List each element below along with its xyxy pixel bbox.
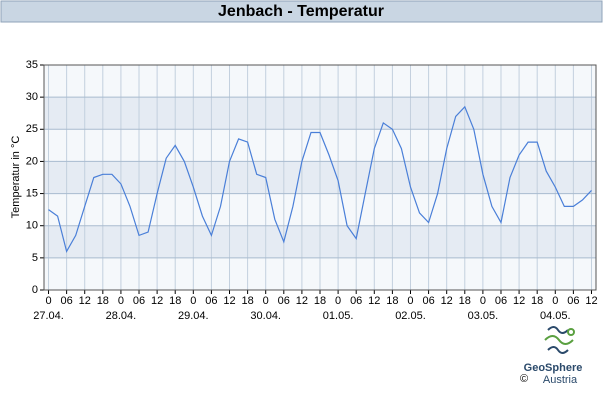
- x-tick-label: 0: [263, 295, 269, 307]
- date-label: 28.04.: [106, 310, 137, 322]
- x-tick-label: 18: [241, 295, 253, 307]
- x-tick-label: 18: [459, 295, 471, 307]
- x-tick-label: 12: [441, 295, 453, 307]
- temperature-line: [48, 105, 592, 253]
- x-tick-label: 0: [190, 295, 196, 307]
- date-label: 29.04.: [178, 310, 209, 322]
- x-tick-label: 06: [422, 295, 434, 307]
- x-tick-label: 06: [495, 295, 507, 307]
- x-tick-label: 12: [368, 295, 380, 307]
- title-bar: [0, 0, 603, 23]
- copyright: ©: [520, 373, 528, 385]
- x-tick-label: 12: [223, 295, 235, 307]
- date-label: 02.05.: [395, 310, 426, 322]
- date-label: 27.04.: [33, 310, 64, 322]
- logo-name: GeoSphere: [524, 362, 583, 374]
- x-tick-label: 18: [531, 295, 543, 307]
- x-tick-label: 0: [118, 295, 124, 307]
- x-tick-label: 0: [407, 295, 413, 307]
- y-tick-label: 0: [32, 284, 38, 296]
- date-label: 30.04.: [250, 310, 281, 322]
- x-tick-label: 18: [169, 295, 181, 307]
- x-tick-label: 12: [296, 295, 308, 307]
- date-label: 03.05.: [468, 310, 499, 322]
- x-tick-label: 12: [585, 295, 597, 307]
- date-label: 04.05.: [540, 310, 571, 322]
- x-tick-label: 12: [513, 295, 525, 307]
- y-tick-label: 35: [26, 59, 38, 71]
- x-tick-label: 0: [335, 295, 341, 307]
- plot-frame: [43, 64, 597, 291]
- x-tick-label: 0: [45, 295, 51, 307]
- x-tick-label: 06: [60, 295, 72, 307]
- x-tick-label: 0: [552, 295, 558, 307]
- x-tick-label: 06: [567, 295, 579, 307]
- y-tick-label: 30: [26, 91, 38, 103]
- x-tick-label: 06: [205, 295, 217, 307]
- x-tick-label: 18: [386, 295, 398, 307]
- y-tick-label: 20: [26, 155, 38, 167]
- y-tick-label: 10: [26, 220, 38, 232]
- x-tick-label: 12: [151, 295, 163, 307]
- y-tick-label: 25: [26, 123, 38, 135]
- logo-sub: Austria: [543, 374, 578, 386]
- x-tick-label: 18: [97, 295, 109, 307]
- date-label: 01.05.: [323, 310, 354, 322]
- x-tick-label: 06: [350, 295, 362, 307]
- x-tick-label: 18: [314, 295, 326, 307]
- x-tick-label: 06: [133, 295, 145, 307]
- y-axis-label: Temperatur in °C: [10, 136, 22, 219]
- x-tick-label: 06: [278, 295, 290, 307]
- chart-title: Jenbach - Temperatur: [218, 3, 384, 20]
- y-tick-label: 5: [32, 252, 38, 264]
- y-tick-label: 15: [26, 187, 38, 199]
- logo-icon: [544, 326, 575, 354]
- x-tick-label: 12: [79, 295, 91, 307]
- x-tick-label: 0: [480, 295, 486, 307]
